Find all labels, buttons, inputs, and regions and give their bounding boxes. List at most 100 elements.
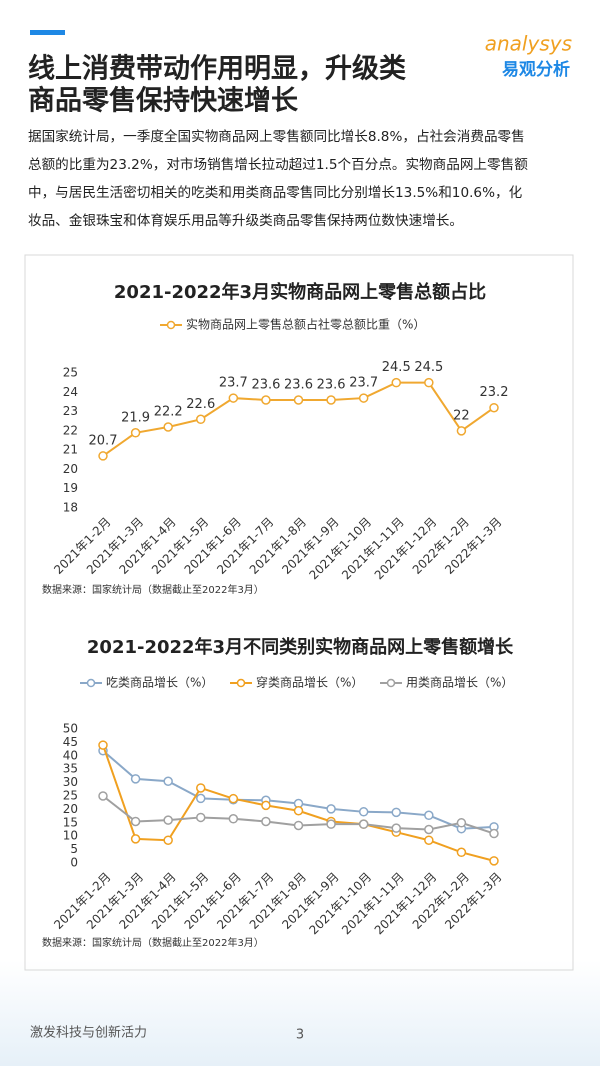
point [228, 814, 239, 824]
title-line: 商品零售保持快速增长 [28, 85, 299, 117]
legend-marker [166, 320, 176, 330]
data-label: 24.5 [382, 360, 411, 375]
point [391, 377, 401, 388]
y-tick-label: 25 [63, 366, 78, 380]
data-label: 23.6 [284, 378, 313, 393]
point [358, 807, 369, 817]
body-line: 中，与居民生活密切相关的吃类和用类商品零售同比分别增长13.5%和10.6%，化 [28, 184, 523, 201]
chart-frame [24, 254, 574, 971]
point [456, 426, 467, 436]
y-tick-label: 20 [63, 802, 78, 816]
point [293, 805, 304, 816]
footer-slogan: 激发科技与创新活力 [30, 1025, 147, 1041]
point [391, 823, 401, 833]
y-tick-label: 24 [63, 385, 78, 399]
data-label: 22.2 [154, 405, 183, 420]
point [98, 451, 108, 461]
y-tick-label: 21 [63, 443, 78, 457]
legend-marker [86, 678, 96, 688]
point [293, 395, 304, 405]
point [130, 428, 141, 438]
point [196, 812, 206, 823]
y-tick-label: 20 [63, 462, 78, 476]
point [358, 393, 369, 403]
title-line: 线上消费带动作用明显，升级类 [28, 53, 406, 85]
logo: analysys [485, 32, 572, 56]
point [261, 800, 271, 811]
point [228, 393, 239, 403]
point [163, 815, 173, 825]
y-tick-label: 15 [63, 815, 78, 829]
point [130, 774, 141, 784]
y-tick-label: 25 [63, 789, 78, 803]
legend-label: 实物商品网上零售总额占社零总额比重（%） [186, 317, 425, 332]
point [424, 377, 434, 388]
body-line: 据国家统计局，一季度全国实物商品网上零售额同比增长8.8%，占社会消费品零售 [28, 128, 525, 145]
y-tick-label: 45 [63, 735, 78, 749]
point [326, 804, 336, 814]
data-label: 22.6 [186, 397, 215, 412]
legend-marker [236, 678, 246, 688]
data-label: 22 [453, 408, 470, 423]
y-tick-label: 50 [63, 722, 78, 736]
y-tick-label: 30 [63, 775, 78, 789]
point [489, 856, 499, 866]
point [228, 793, 239, 804]
point [424, 810, 434, 821]
y-tick-label: 35 [63, 762, 78, 776]
point [196, 414, 206, 425]
data-label: 20.7 [89, 433, 118, 448]
y-tick-label: 22 [63, 423, 78, 437]
y-tick-label: 23 [63, 404, 78, 418]
footer-background [0, 960, 600, 1066]
point [163, 835, 173, 845]
chart-title: 2021-2022年3月不同类别实物商品网上零售额增长 [87, 636, 514, 658]
source-note: 数据来源：国家统计局（数据截止至2022年3月） [42, 583, 264, 596]
body-line: 妆品、金银珠宝和体育娱乐用品等升级类商品零售保持两位数快速增长。 [28, 212, 463, 229]
point [489, 402, 499, 413]
point [163, 776, 173, 787]
y-tick-label: 0 [70, 856, 78, 870]
point [98, 791, 108, 801]
data-label: 23.7 [349, 376, 378, 391]
data-label: 23.7 [219, 376, 248, 391]
body-line: 总额的比重为23.2%，对市场销售增长拉动超过1.5个百分点。实物商品网上零售额 [28, 156, 528, 173]
point [424, 835, 434, 845]
point [456, 847, 467, 858]
point [130, 834, 141, 844]
legend-marker [386, 678, 396, 688]
point [489, 828, 499, 839]
source-note: 数据来源：国家统计局（数据截止至2022年3月） [42, 936, 264, 949]
accent-bar [30, 30, 65, 35]
legend-label: 穿类商品增长（%） [256, 675, 363, 690]
point [196, 793, 206, 804]
chart-title: 2021-2022年3月实物商品网上零售总额占比 [114, 281, 486, 303]
point [196, 783, 206, 793]
series-line [102, 749, 495, 830]
data-label: 24.5 [414, 360, 443, 375]
data-label: 23.2 [480, 385, 509, 400]
data-label: 23.6 [317, 378, 346, 393]
legend-label: 吃类商品增长（%） [106, 675, 213, 690]
legend-label: 用类商品增长（%） [406, 675, 513, 690]
point [358, 819, 369, 829]
point [261, 395, 271, 405]
page-number: 3 [296, 1028, 304, 1043]
point [391, 807, 401, 818]
point [326, 395, 336, 405]
point [261, 816, 271, 827]
point [98, 740, 108, 750]
point [130, 816, 141, 827]
logo-cn: 易观分析 [502, 59, 570, 80]
y-tick-label: 5 [70, 842, 78, 856]
point [293, 820, 304, 831]
data-label: 23.6 [251, 378, 280, 393]
point [163, 422, 173, 432]
point [326, 819, 336, 829]
y-tick-label: 10 [63, 829, 78, 843]
y-tick-label: 18 [63, 501, 78, 515]
data-label: 21.9 [121, 410, 150, 425]
point [424, 824, 434, 835]
